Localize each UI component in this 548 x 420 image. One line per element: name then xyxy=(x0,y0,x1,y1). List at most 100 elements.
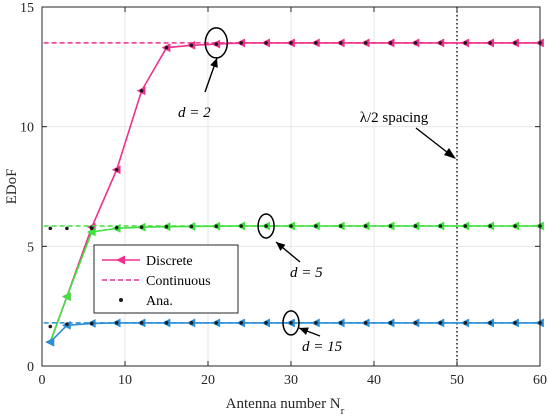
annotation-arrowhead xyxy=(210,58,218,68)
analytic-point xyxy=(339,41,343,45)
analytic-point xyxy=(189,321,194,325)
analytic-point xyxy=(239,224,243,228)
lambda-half-label: λ/2 spacing xyxy=(360,110,429,126)
analytic-point xyxy=(463,321,468,325)
analytic-point xyxy=(214,224,219,229)
analytic-point xyxy=(513,321,517,325)
y-tick-label: 15 xyxy=(20,1,34,16)
analytic-point xyxy=(214,42,219,46)
annotation-ellipse xyxy=(282,310,300,336)
analytic-point xyxy=(48,324,53,329)
analytic-point xyxy=(488,41,493,45)
analytic-point xyxy=(438,41,443,45)
analytic-point xyxy=(314,41,318,45)
analytic-point xyxy=(388,321,393,325)
analytic-point xyxy=(339,321,343,325)
y-axis-label: EDoF xyxy=(4,169,20,205)
analytic-point xyxy=(114,321,119,325)
analytic-point xyxy=(388,224,393,228)
annotation-label: d = 5 xyxy=(290,265,323,281)
legend-entry-dashed: Continuous xyxy=(102,274,211,289)
annotation-arrowhead xyxy=(276,242,286,251)
annotation-label: d = 2 xyxy=(178,105,211,121)
analytic-point xyxy=(264,321,268,325)
x-tick-label: 20 xyxy=(201,373,215,388)
analytic-point xyxy=(463,224,468,228)
analytic-point xyxy=(488,224,493,228)
analytic-point xyxy=(488,321,493,325)
y-tick-label: 0 xyxy=(27,360,34,375)
x-tick-label: 30 xyxy=(284,373,298,388)
analytic-point xyxy=(114,225,119,230)
y-tick-label: 10 xyxy=(20,121,34,136)
discrete-marker xyxy=(61,292,71,302)
y-tick-label: 5 xyxy=(27,240,34,255)
x-tick-label: 60 xyxy=(533,373,547,388)
analytic-point xyxy=(139,225,144,229)
x-tick-label: 10 xyxy=(118,373,132,388)
series-group xyxy=(43,38,544,347)
legend-swatch-marker xyxy=(116,255,125,265)
discrete-marker xyxy=(45,337,55,347)
analytic-point xyxy=(314,224,318,228)
analytic-point xyxy=(413,41,418,45)
analytic-point xyxy=(90,226,94,231)
analytic-point xyxy=(438,321,443,325)
analytic-point xyxy=(363,224,368,228)
legend-label: Ana. xyxy=(146,294,173,309)
series-d2 xyxy=(43,38,544,347)
annotation-2: d = 15 xyxy=(282,310,343,355)
legend-box xyxy=(93,244,239,314)
axes: 0 10 20 30 40 50 60 0 5 10 15 Antenna number Nr EDoF xyxy=(4,1,547,417)
analytic-point xyxy=(239,321,243,325)
legend-entry-solid-triangle: Discrete xyxy=(102,254,193,269)
x-axis-label-subscript: r xyxy=(341,405,345,417)
analytic-point xyxy=(413,321,418,325)
analytic-point xyxy=(139,88,144,93)
analytic-point xyxy=(363,321,368,325)
analytic-point xyxy=(513,224,517,228)
analytic-point xyxy=(289,321,293,325)
analytic-point xyxy=(264,41,268,45)
analytic-point xyxy=(413,224,418,228)
analytic-point xyxy=(289,41,293,45)
analytic-point xyxy=(164,224,169,229)
x-tick-label: 40 xyxy=(367,373,381,388)
lambda-half-arrow xyxy=(415,127,453,157)
legend-label: Discrete xyxy=(146,254,193,269)
analytic-point xyxy=(214,321,219,325)
analytic-point xyxy=(65,226,69,231)
x-tick-label: 0 xyxy=(39,373,46,388)
legend: Discrete Continuous Ana. xyxy=(93,244,239,314)
analytic-point xyxy=(114,167,119,172)
annotation-arrowhead xyxy=(299,327,309,335)
legend-label: Continuous xyxy=(146,274,211,289)
x-tick-label: 50 xyxy=(450,373,464,388)
analytic-point xyxy=(363,41,368,45)
annotation-1: d = 5 xyxy=(257,213,323,281)
annotation-label: d = 15 xyxy=(302,339,343,355)
x-axis-label-main: Antenna number N xyxy=(226,396,341,412)
annotation-0: d = 2 xyxy=(178,27,229,121)
analytic-point xyxy=(139,321,144,325)
analytic-point xyxy=(164,45,169,50)
lambda-half-arrowhead xyxy=(444,148,456,159)
analytic-point xyxy=(339,224,343,228)
analytic-point xyxy=(164,321,169,325)
analytic-point xyxy=(48,226,53,231)
legend-entry-dot: Ana. xyxy=(119,294,173,309)
analytic-point xyxy=(314,321,318,325)
analytic-point xyxy=(463,41,468,45)
annotation-ellipse xyxy=(257,213,275,239)
analytic-point xyxy=(90,321,94,326)
analytic-point xyxy=(438,224,443,228)
lambda-half-line: λ/2 spacing xyxy=(360,7,458,366)
analytic-point xyxy=(189,224,194,229)
analytic-point xyxy=(189,43,194,48)
analytic-point xyxy=(388,41,393,45)
analytic-point xyxy=(264,224,268,228)
analytic-point xyxy=(289,224,293,228)
annotations: d = 2 d = 5 d = 15 xyxy=(178,27,343,355)
